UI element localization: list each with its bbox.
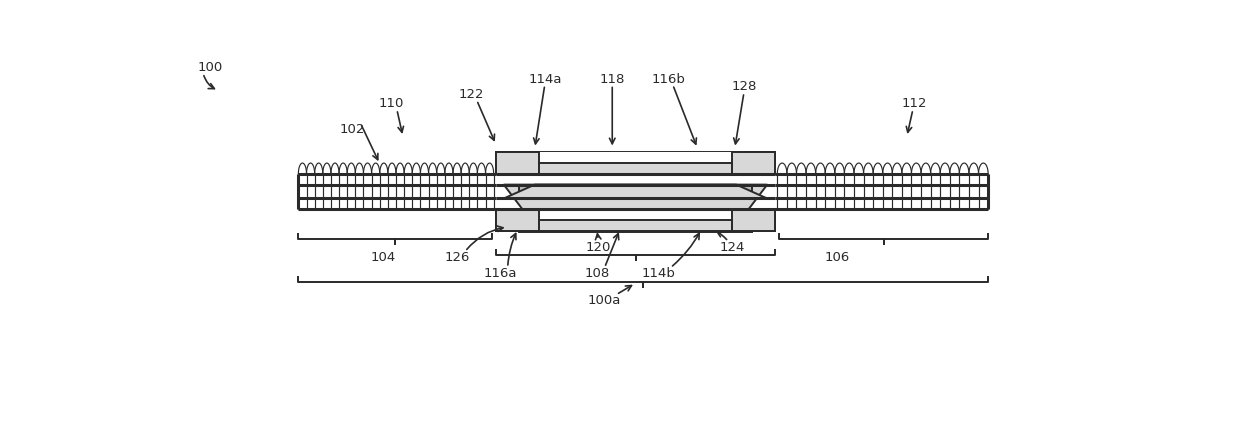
Bar bbox=[496, 152, 775, 174]
Text: 122: 122 bbox=[459, 88, 484, 101]
Text: 100: 100 bbox=[197, 61, 223, 74]
Text: 118: 118 bbox=[600, 73, 625, 86]
Text: 106: 106 bbox=[825, 251, 849, 264]
Text: 124: 124 bbox=[719, 241, 745, 254]
Bar bbox=[538, 220, 733, 231]
Text: 128: 128 bbox=[732, 80, 756, 93]
Bar bbox=[496, 152, 538, 174]
Text: 108: 108 bbox=[584, 268, 609, 281]
Text: 116a: 116a bbox=[484, 268, 517, 281]
Text: 102: 102 bbox=[340, 123, 366, 136]
Text: 112: 112 bbox=[901, 97, 928, 110]
Bar bbox=[496, 209, 538, 231]
Bar bbox=[496, 209, 775, 231]
Text: 114a: 114a bbox=[528, 73, 562, 86]
Bar bbox=[733, 209, 775, 231]
Bar bbox=[733, 152, 775, 174]
Text: 114b: 114b bbox=[642, 268, 676, 281]
Text: 116b: 116b bbox=[651, 73, 684, 86]
Bar bbox=[520, 225, 751, 232]
Polygon shape bbox=[503, 184, 768, 198]
Bar bbox=[538, 163, 733, 174]
Text: 120: 120 bbox=[585, 241, 611, 254]
Polygon shape bbox=[503, 184, 768, 225]
Text: 104: 104 bbox=[371, 251, 397, 264]
Bar bbox=[520, 184, 751, 191]
Text: 100a: 100a bbox=[588, 295, 621, 307]
Bar bbox=[538, 152, 733, 163]
Bar bbox=[538, 209, 733, 220]
Text: 126: 126 bbox=[445, 251, 470, 264]
Text: 110: 110 bbox=[378, 97, 404, 110]
